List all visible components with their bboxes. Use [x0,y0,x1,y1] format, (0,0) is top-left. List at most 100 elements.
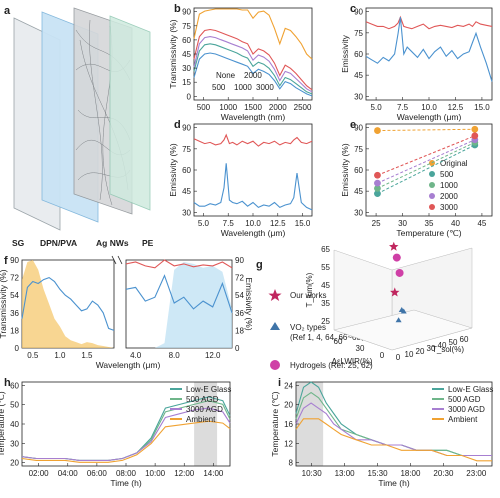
axis-b-ytick: 0 [187,92,192,101]
axis-d-ytick: 90 [182,124,191,133]
y-axis-label-b: Transmissivity (%) [168,19,178,88]
panel-label-e: e [350,119,356,131]
axis-i-ytick: 20 [284,401,293,410]
axis-h-xtick: 04:00 [58,469,79,478]
panel-label-f: f [4,255,8,267]
fit-line-e-4 [377,135,476,176]
panel-label-b: b [174,3,181,15]
annotation-none: None [216,71,236,80]
annotation-3000: 3000 [256,83,274,92]
axis-e-xtick: 30 [398,219,407,228]
fit-line-e-1 [377,144,476,195]
axis-h-xtick: 06:00 [87,469,108,478]
axis-i-xtick: 20:30 [433,469,454,478]
axis-b-xtick: 1000 [219,103,237,112]
data-point-e [471,125,479,133]
axis-f-ytick-left: 36 [10,309,19,318]
axis-h-ytick: 40 [10,420,19,429]
legend-label-i: 3000 AGD [448,405,485,414]
g-point-hydrogel [392,253,401,262]
axis-c-xtick: 12.5 [448,103,464,112]
axis-e-xtick: 40 [451,219,460,228]
legend-label-e: 2000 [440,192,458,201]
legend-label-e: 1000 [440,181,458,190]
axis-c-xtick: 7.5 [397,103,409,112]
axis-d-xtick: 10.0 [245,219,261,228]
axis-b-xtick: 1500 [244,103,262,112]
series-line-f-right-1 [125,274,233,313]
axis-h-xtick: 14:00 [203,469,224,478]
axis-h-xtick: 10:00 [145,469,166,478]
axis-h-ytick: 60 [10,381,19,390]
panel-a: a SG DPN/PVA Ag NWs PE [4,5,154,248]
legend-marker-e [429,182,435,188]
chart-g-3d: 65 55 45 35 25 T_lum(%) ΔεLWIR(%) T_sol(%) 0 10 20… [305,241,473,366]
g-axis-label-z: T_lum(%) [305,272,314,307]
g-ytick: 0 [380,351,385,360]
data-point-e [374,185,381,192]
y-axis-label-c: Emissivity [340,34,350,73]
panel-g: g Our works VO₂ types (Ref 1, 4, 64, 66~… [256,241,473,370]
g-ztick: 55 [321,263,330,272]
layer-label-sg: SG [12,238,25,248]
data-point-e [374,127,381,134]
axis-e-ytick: 30 [354,208,363,217]
annotation-2000: 2000 [244,71,262,80]
axis-f-ytick-right: 18 [235,326,244,335]
data-point-e [374,190,381,198]
axis-b-ytick: 45 [182,50,191,59]
axis-i-xtick: 10:30 [302,469,323,478]
data-point-e [471,132,479,140]
axis-d-xtick: 12.5 [270,219,286,228]
legend-vo2-refs: (Ref 1, 4, 64, 66~68, 70~76 ) [290,333,393,342]
axis-f-xtick: 12.0 [205,351,221,360]
axis-i-xtick: 13:00 [335,469,356,478]
g-ztick: 25 [321,317,330,326]
axis-d-ytick: 60 [182,166,191,175]
axis-h-xtick: 02:00 [29,469,50,478]
g-xtick: 0 [396,353,401,362]
series-line-h-3 [21,420,231,463]
panel-label-d: d [174,119,181,131]
axis-h-xtick: 12:00 [174,469,195,478]
axis-e-xtick: 45 [477,219,486,228]
g-ztick: 65 [321,245,330,254]
axis-c-xtick: 15.0 [474,103,490,112]
legend-vo2: VO₂ types [290,323,326,332]
axis-f-xtick: 8.0 [169,351,181,360]
axis-b-ytick: 75 [182,22,191,31]
series-line-d-1 [193,163,313,211]
g-axis-label-x: T_sol(%) [432,345,464,354]
panel-label-h: h [4,377,11,389]
g-xtick: 50 [449,338,458,347]
plot-frame-c [365,7,493,101]
legend-label-i: 500 AGD [448,395,481,404]
g-xtick: 10 [405,350,414,359]
panel-label-g: g [256,259,263,271]
legend-label-i: Ambient [448,415,478,424]
x-axis-label-c: Wavelength (μm) [397,112,462,122]
data-point-e [374,171,381,179]
axis-i-ytick: 12 [284,439,293,448]
axis-b-ytick: 30 [182,64,191,73]
g-ytick: 30 [356,344,365,353]
series-line-f-left [21,276,115,331]
series-line-c-0 [365,15,493,30]
axis-e-ytick: 75 [354,145,363,154]
axis-d-xtick: 15.0 [295,219,311,228]
axis-h-ytick: 30 [10,439,19,448]
star-icon [268,289,282,301]
series-line-b-4 [193,52,313,97]
legend-label-h: 500 AGD [186,395,219,404]
axis-f-ytick-right: 90 [235,256,244,265]
y-axis-label-f-right: Emissivity (%) [244,277,254,331]
axis-break-mark-f [111,255,123,265]
axis-d-ytick: 45 [182,187,191,196]
axis-d-ytick: 75 [182,145,191,154]
legend-marker-e [429,171,435,177]
panel-label-c: c [350,3,356,15]
axis-f-xtick: 4.0 [130,351,142,360]
sphere-icon [270,360,280,370]
legend-hydrogels: Hydrogels (Ref: 25, 62) [290,361,373,370]
